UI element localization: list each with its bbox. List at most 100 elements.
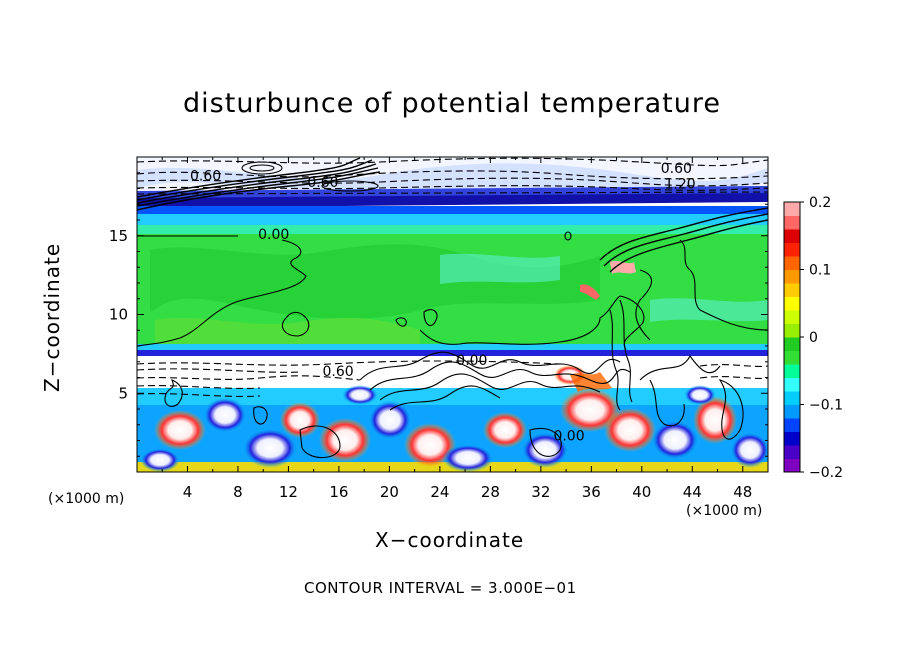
contour-closed xyxy=(564,231,572,241)
warm-streak xyxy=(580,284,600,300)
contour-dashed xyxy=(137,368,301,373)
colorbar-segment xyxy=(784,310,800,324)
contour-zero xyxy=(395,317,407,327)
contour-label: 0.60 xyxy=(323,364,354,380)
contour-label: 0.00 xyxy=(258,227,289,243)
contour-closed xyxy=(249,164,275,172)
x-tick-label: 20 xyxy=(380,483,399,501)
contour-zero xyxy=(419,295,621,345)
x-unit-label-right: (×1000 m) xyxy=(686,503,763,519)
contour-interval-note: CONTOUR INTERVAL = 3.000E−01 xyxy=(304,579,577,597)
blob xyxy=(242,428,298,468)
contour-zero xyxy=(137,239,307,347)
colorbar-segment xyxy=(784,458,800,473)
colorbar-segment xyxy=(784,283,800,297)
warm-streak xyxy=(570,372,612,392)
colorbar-segment xyxy=(784,256,800,270)
contour-turbulent xyxy=(389,385,501,411)
colorbar-segment xyxy=(784,229,800,243)
contour-dashed xyxy=(137,375,361,381)
x-tick-label: 48 xyxy=(733,483,752,501)
contour-turbulent xyxy=(379,373,601,401)
contour-turbulent xyxy=(718,379,744,440)
x-unit-label-left: (×1000 m) xyxy=(48,491,125,507)
x-axis-ticks: 4 8 12 16 20 24 28 32 36 40 44 48 xyxy=(161,157,752,501)
x-tick-label: 16 xyxy=(329,483,348,501)
x-tick-label: 36 xyxy=(582,483,601,501)
x-tick-label: 12 xyxy=(279,483,298,501)
colorbar-segment xyxy=(784,296,800,311)
blob xyxy=(483,412,527,448)
contour-zero xyxy=(635,269,652,341)
contour-closed xyxy=(529,428,562,457)
blob xyxy=(684,385,716,405)
x-tick-label: 32 xyxy=(531,483,550,501)
contour-mountain xyxy=(599,207,768,261)
contour-dashed xyxy=(137,385,261,389)
colorbar-segment xyxy=(784,364,800,378)
contour-bundle xyxy=(137,159,373,201)
colorbar-tick-label: 0 xyxy=(809,330,818,346)
blob xyxy=(368,400,412,440)
colorbar-segment xyxy=(784,431,800,446)
contour-dashed xyxy=(699,376,768,379)
band-blue xyxy=(137,206,768,215)
colorbar-tick-label: −0.2 xyxy=(809,465,843,481)
band-cyan xyxy=(137,214,768,226)
contour-turbulent xyxy=(609,309,621,411)
heatmap-field xyxy=(137,157,768,472)
contour-dashed xyxy=(137,170,768,180)
contour-label: 0.60 xyxy=(307,175,338,191)
x-tick-label: 24 xyxy=(430,483,449,501)
contour-zero xyxy=(281,311,310,337)
blob xyxy=(140,448,180,472)
x-tick-label: 8 xyxy=(233,483,243,501)
contour-turbulent xyxy=(359,351,621,381)
contour-turbulent xyxy=(619,299,633,403)
y-tick-label: 5 xyxy=(118,384,128,402)
tropopause-band xyxy=(137,193,768,208)
blob xyxy=(521,432,569,468)
x-tick-label: 28 xyxy=(481,483,500,501)
contour-mountain xyxy=(609,219,768,273)
band-cyan-green xyxy=(137,225,768,235)
blob xyxy=(154,410,206,450)
contour-bundle xyxy=(137,171,381,211)
blob xyxy=(604,408,656,452)
contour-turbulent xyxy=(639,354,721,381)
y-tick-label: 15 xyxy=(109,227,128,245)
colorbar-segment xyxy=(784,337,800,351)
contour-closed xyxy=(299,425,341,459)
blob xyxy=(319,418,371,462)
blob xyxy=(693,396,737,444)
contour-bundle xyxy=(137,167,379,207)
contour-bundle xyxy=(137,157,361,198)
colorbar-segment xyxy=(784,418,800,432)
blob xyxy=(560,388,620,432)
blob xyxy=(651,420,699,460)
colorbar: 0.2 0.1 0 −0.1 −0.2 xyxy=(783,195,843,481)
contour-label: 0.60 xyxy=(661,161,692,177)
band-cyan-lower xyxy=(137,344,768,351)
colorbar-segment xyxy=(784,445,800,459)
contour-turbulent xyxy=(369,361,631,391)
contour-labels: 0.60 0.600.601.200.000.600.000.00 xyxy=(190,161,696,445)
band-white-lower xyxy=(137,356,768,388)
colorbar-segment xyxy=(784,350,800,365)
contour-label: 0.60 xyxy=(190,169,221,185)
contour-closed xyxy=(321,180,379,192)
warm-streak xyxy=(610,260,636,274)
x-tick-label: 40 xyxy=(632,483,651,501)
contour-closed xyxy=(253,406,268,425)
colorbar-segment xyxy=(784,391,800,405)
contour-turbulent xyxy=(649,379,685,427)
contour-bundle xyxy=(137,163,377,204)
x-axis-label: X−coordinate xyxy=(375,528,525,552)
contour-zero xyxy=(679,239,768,331)
contour-label: 0.00 xyxy=(456,353,487,369)
blob xyxy=(203,397,247,433)
contour-dashed xyxy=(137,157,768,167)
colorbar-segment xyxy=(784,377,800,392)
colorbar-segment xyxy=(784,215,800,230)
